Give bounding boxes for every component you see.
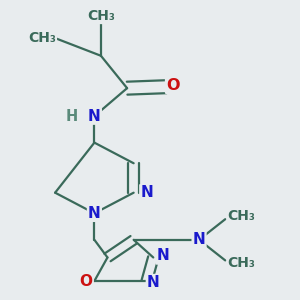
Text: O: O bbox=[80, 274, 93, 289]
Text: O: O bbox=[166, 78, 180, 93]
Text: N: N bbox=[88, 109, 101, 124]
Text: CH₃: CH₃ bbox=[228, 209, 256, 223]
Text: N: N bbox=[193, 232, 206, 247]
Text: N: N bbox=[140, 185, 153, 200]
Text: N: N bbox=[157, 248, 169, 263]
Text: CH₃: CH₃ bbox=[228, 256, 256, 270]
Text: CH₃: CH₃ bbox=[28, 31, 56, 45]
Text: N: N bbox=[88, 206, 101, 221]
Text: N: N bbox=[147, 275, 160, 290]
Text: H: H bbox=[65, 109, 78, 124]
Text: CH₃: CH₃ bbox=[87, 9, 115, 23]
